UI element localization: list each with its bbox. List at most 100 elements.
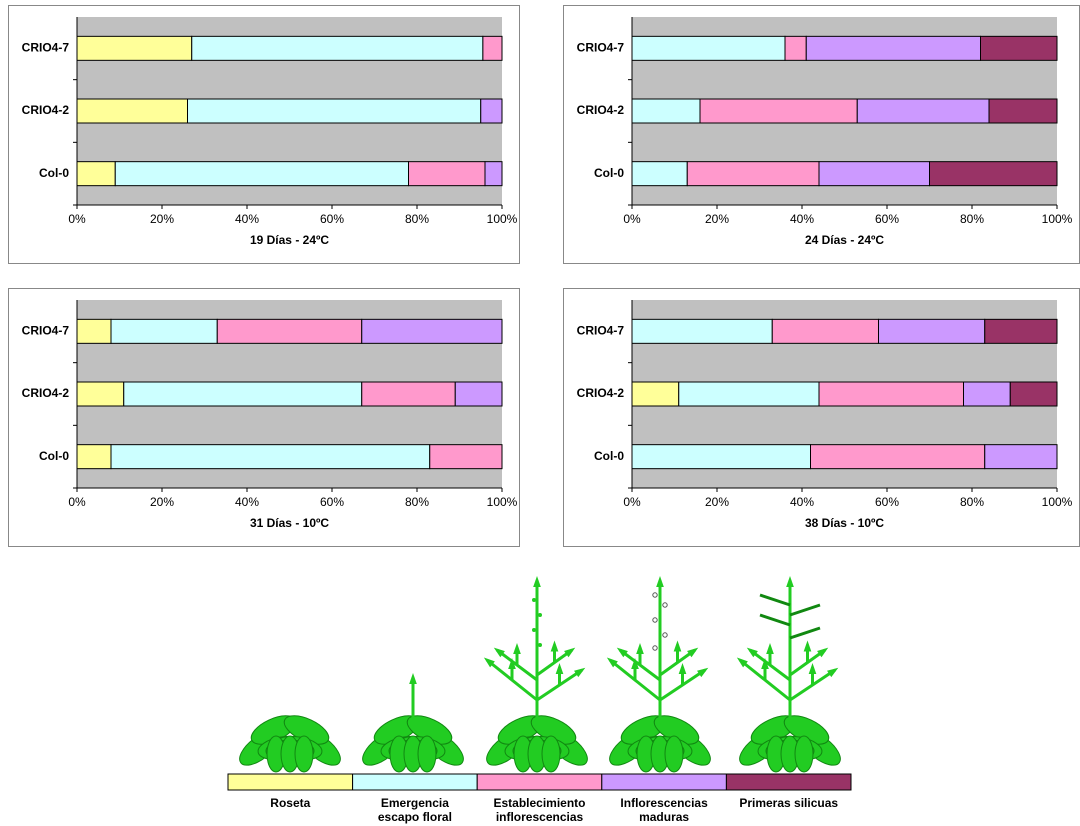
bar-segment: [361, 318, 503, 344]
bar-segment: [631, 161, 688, 187]
bar-segment: [631, 35, 786, 61]
arrow-head: [533, 576, 541, 588]
leaf: [794, 735, 814, 773]
bar-segment: [429, 444, 503, 470]
bar-segment: [818, 161, 930, 187]
arrow-head: [746, 647, 758, 658]
x-tick-label: 80%: [405, 495, 429, 509]
y-tick-label: CRIO4-2: [577, 103, 625, 117]
bar-segment: [963, 381, 1011, 407]
flower: [538, 613, 542, 617]
arrow-head: [606, 657, 618, 668]
fruit: [662, 632, 668, 638]
silique: [789, 603, 821, 617]
arrow-head: [631, 658, 639, 670]
bar-segment: [856, 98, 990, 124]
arrow-head: [761, 658, 769, 670]
silique: [789, 626, 821, 640]
arrow-head: [409, 673, 417, 685]
arrow-head: [808, 663, 817, 675]
y-tick-label: CRIO4-7: [22, 324, 70, 338]
arrow-head: [564, 647, 576, 658]
fruit: [652, 592, 658, 598]
legend-label: Roseta: [270, 796, 311, 810]
x-axis-title: 38 Días - 10ºC: [805, 516, 884, 530]
bar-segment: [686, 161, 820, 187]
x-tick-label: 0%: [68, 495, 86, 509]
arrow-head: [508, 658, 516, 670]
x-tick-label: 40%: [235, 495, 259, 509]
x-axis-title: 24 Días - 24ºC: [805, 233, 884, 247]
x-tick-label: 20%: [705, 495, 729, 509]
x-tick-label: 60%: [875, 212, 899, 226]
x-tick-label: 0%: [623, 495, 641, 509]
bar-segment: [187, 98, 482, 124]
x-tick-label: 80%: [405, 212, 429, 226]
leaf: [417, 735, 437, 773]
arrow-head: [656, 576, 664, 588]
x-tick-label: 20%: [150, 495, 174, 509]
flower: [532, 598, 536, 602]
legend-label: Primeras silicuas: [739, 796, 839, 810]
legend-swatch: [352, 773, 478, 791]
arrow-head: [817, 647, 829, 658]
bar-segment: [984, 444, 1058, 470]
bar-segment: [980, 35, 1058, 61]
x-axis-title: 31 Días - 10ºC: [250, 516, 329, 530]
silique: [759, 613, 791, 627]
fruit: [662, 602, 668, 608]
bar-segment: [454, 381, 503, 407]
bar-segment: [678, 381, 820, 407]
leaf: [664, 735, 684, 773]
bar-segment: [123, 381, 363, 407]
bar-segment: [771, 318, 879, 344]
bar-segment: [810, 444, 986, 470]
legend-swatch: [227, 773, 354, 791]
x-tick-label: 40%: [790, 212, 814, 226]
bar-segment: [631, 381, 680, 407]
bar-segment: [76, 161, 116, 187]
x-tick-label: 80%: [960, 495, 984, 509]
arrow-head: [550, 640, 559, 652]
y-tick-label: CRIO4-7: [22, 41, 70, 55]
y-tick-label: CRIO4-2: [577, 386, 625, 400]
bar-segment: [361, 381, 456, 407]
bar-segment: [191, 35, 484, 61]
x-tick-label: 60%: [320, 495, 344, 509]
arrow-head: [555, 663, 564, 675]
x-tick-label: 40%: [790, 495, 814, 509]
arrow-head: [493, 647, 505, 658]
x-axis-title: 19 Días - 24ºC: [250, 233, 329, 247]
arrow-head: [616, 647, 628, 658]
legend-label: Emergencia escapo floral: [377, 796, 452, 824]
arrow-head: [766, 643, 774, 655]
arrow-head: [483, 657, 495, 668]
legend-swatch: [601, 773, 727, 791]
y-tick-label: Col-0: [594, 166, 624, 180]
bar-segment: [805, 35, 981, 61]
bar-segment: [110, 318, 218, 344]
x-tick-label: 40%: [235, 212, 259, 226]
bar-segment: [631, 98, 701, 124]
bar-segment: [878, 318, 986, 344]
bar-segment: [110, 444, 431, 470]
arrow-head: [513, 643, 521, 655]
bar-segment: [76, 98, 188, 124]
arrow-head: [574, 667, 586, 678]
x-tick-label: 0%: [623, 212, 641, 226]
y-tick-label: Col-0: [39, 449, 69, 463]
legend-swatch: [476, 773, 603, 791]
x-tick-label: 80%: [960, 212, 984, 226]
bar-segment: [76, 35, 193, 61]
arrow-head: [687, 647, 699, 658]
x-tick-label: 100%: [1042, 495, 1073, 509]
bar-segment: [114, 161, 409, 187]
fruit: [652, 645, 658, 651]
silique: [759, 593, 791, 607]
bar-segment: [408, 161, 486, 187]
bar-segment: [216, 318, 363, 344]
y-tick-label: CRIO4-2: [22, 386, 70, 400]
bar-segment: [76, 381, 125, 407]
legend-swatch: [725, 773, 852, 791]
